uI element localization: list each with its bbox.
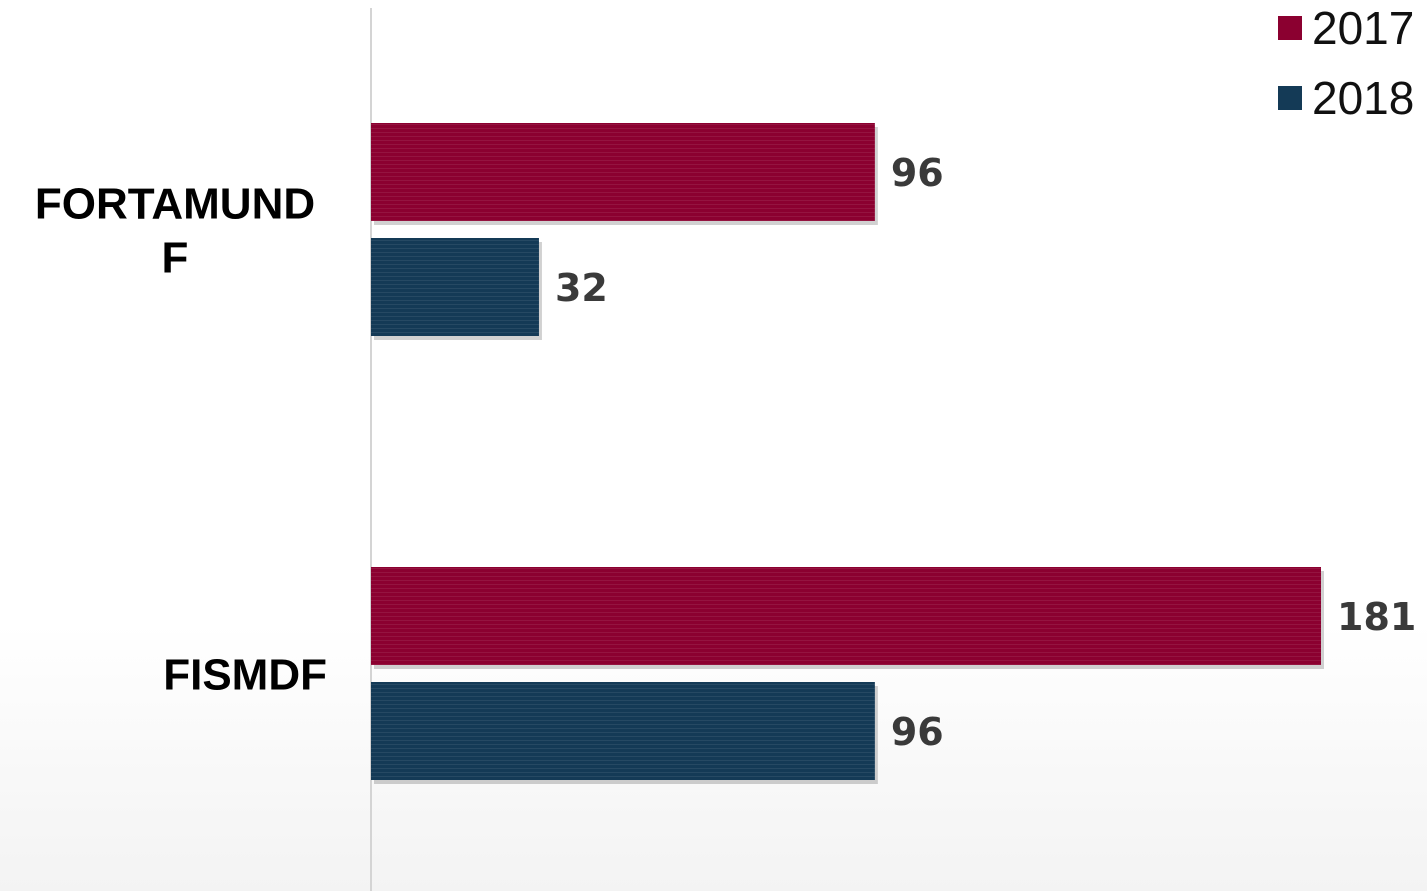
labels-layer: 96 32 FORTAMUND F 181 96 FISMDF <box>35 151 1416 754</box>
bar-texture <box>371 567 1321 665</box>
category-label-line: FISMDF <box>163 651 327 700</box>
value-label-2017-0: 96 <box>891 151 944 195</box>
legend: 2017 2018 <box>1278 2 1414 124</box>
bar-texture <box>371 682 875 780</box>
category-label-line: FORTAMUND <box>35 180 315 229</box>
bars-layer <box>371 123 1324 784</box>
category-label-0: FORTAMUND F <box>35 180 315 283</box>
category-label-1: FISMDF <box>163 651 327 700</box>
bar-texture <box>371 123 875 221</box>
legend-label-2017: 2017 <box>1312 2 1414 54</box>
bar-texture <box>371 238 539 336</box>
legend-swatch-2017 <box>1278 16 1302 40</box>
legend-swatch-2018 <box>1278 86 1302 110</box>
value-label-2017-1: 181 <box>1337 595 1416 639</box>
category-label-line: F <box>162 234 189 283</box>
value-label-2018-0: 32 <box>555 266 608 310</box>
value-label-2018-1: 96 <box>891 710 944 754</box>
legend-label-2018: 2018 <box>1312 72 1414 124</box>
